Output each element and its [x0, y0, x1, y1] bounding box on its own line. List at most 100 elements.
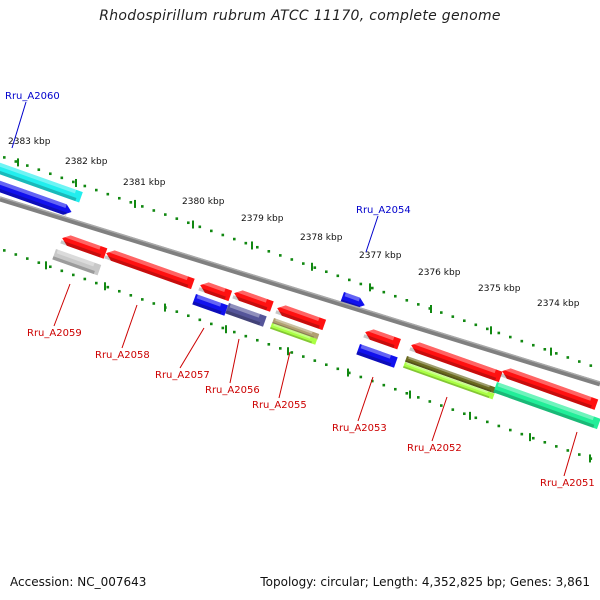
lower-tick — [290, 351, 294, 354]
gene-features — [0, 162, 600, 430]
lower-tick — [348, 371, 351, 375]
gene-Rru_A2059[interactable] — [52, 249, 102, 276]
gene-Rru_A2052-red[interactable] — [409, 340, 503, 383]
gene-label-Rru_A2051[interactable]: Rru_A2051 — [540, 478, 595, 489]
kbp-label: 2377 kbp — [359, 251, 402, 261]
gene-Rru_A2060[interactable] — [0, 180, 73, 217]
gene-callouts: Rru_A2060 Rru_A2054 Rru_A2059 Rru_A2058 Rru_… — [5, 91, 595, 489]
callout-line-Rru_A2060 — [11, 101, 27, 149]
upper-tick — [187, 221, 190, 225]
callout-line-Rru_A2055 — [278, 351, 291, 399]
gene-label-Rru_A2057[interactable]: Rru_A2057 — [155, 370, 210, 381]
upper-tick — [233, 237, 236, 241]
lower-tick — [83, 277, 87, 281]
gene-label-Rru_A2054[interactable]: Rru_A2054 — [356, 205, 411, 216]
upper-tick — [267, 250, 271, 253]
gene-red-d[interactable] — [363, 327, 401, 350]
gene-label-Rru_A2058[interactable]: Rru_A2058 — [95, 350, 150, 361]
upper-tick — [221, 233, 225, 237]
upper-tick — [555, 352, 558, 355]
upper-tick — [509, 335, 512, 339]
lower-tick — [474, 416, 478, 420]
upper-tick — [3, 156, 6, 159]
upper-tick — [313, 266, 317, 269]
upper-tick — [405, 299, 409, 302]
upper-tick — [141, 205, 144, 208]
upper-tick — [256, 245, 259, 249]
backbone-highlight — [0, 196, 600, 383]
gene-Rru_A2052[interactable] — [402, 362, 495, 400]
gene-Rru_A2053[interactable] — [356, 344, 398, 368]
upper-tick — [417, 303, 420, 306]
gene-Rru_A2056[interactable] — [225, 303, 267, 327]
upper-tick — [164, 213, 167, 216]
callout-line-Rru_A2056 — [229, 338, 240, 384]
lower-tick — [382, 383, 386, 387]
upper-tick — [49, 172, 52, 176]
gene-label-Rru_A2052[interactable]: Rru_A2052 — [407, 443, 462, 454]
callout-line-Rru_A2059 — [53, 283, 71, 327]
lower-tick — [486, 420, 489, 424]
lower-tick — [3, 249, 6, 252]
upper-tick — [72, 180, 75, 184]
upper-tick — [325, 270, 328, 274]
gene-red-e[interactable] — [500, 366, 599, 410]
gene-label-Rru_A2055[interactable]: Rru_A2055 — [252, 400, 307, 411]
gene-Rru_A2057[interactable] — [192, 294, 229, 316]
kbp-label: 2383 kbp — [8, 137, 51, 147]
gene-Rru_A2051[interactable] — [493, 382, 600, 430]
lower-tick — [520, 432, 524, 436]
gene-label-Rru_A2059[interactable]: Rru_A2059 — [27, 328, 82, 339]
lower-tick — [497, 424, 501, 428]
upper-tick — [532, 343, 535, 347]
gene-label-Rru_A2056[interactable]: Rru_A2056 — [205, 385, 260, 396]
upper-tick — [543, 347, 547, 351]
gene-label-Rru_A2060[interactable]: Rru_A2060 — [5, 91, 60, 102]
gene-Rru_A2055-red[interactable] — [275, 303, 327, 331]
upper-tick — [302, 262, 305, 265]
upper-tick — [566, 356, 570, 359]
gene-Rru_A2058[interactable] — [104, 248, 195, 290]
lower-tick — [267, 343, 271, 346]
lower-tick — [49, 265, 52, 269]
gene-Rru_A2052-olive[interactable] — [404, 356, 497, 394]
upper-tick — [394, 294, 397, 298]
lower-tick — [72, 273, 75, 277]
callout-line-Rru_A2052 — [431, 396, 448, 442]
lower-tick — [279, 347, 282, 350]
lower-tick — [543, 440, 547, 444]
accession-label: Accession: NC_007643 — [10, 575, 147, 589]
gene-cyan-forward[interactable] — [0, 162, 83, 203]
kbp-label: 2378 kbp — [300, 233, 343, 243]
gene-Rru_A2055[interactable] — [269, 323, 318, 345]
lower-tick — [95, 281, 98, 285]
upper-tick — [336, 274, 340, 278]
gene-label-Rru_A2053[interactable]: Rru_A2053 — [332, 423, 387, 434]
lower-tick — [371, 379, 374, 383]
lower-tick — [152, 302, 156, 305]
lower-tick — [141, 298, 144, 301]
lower-tick — [451, 408, 455, 411]
gene-red-b[interactable] — [198, 280, 233, 302]
lower-tick — [187, 314, 190, 318]
upper-tick — [463, 319, 466, 323]
upper-tick — [198, 225, 202, 229]
lower-tick — [60, 269, 64, 273]
upper-tick — [382, 290, 386, 294]
gene-red-a[interactable] — [60, 233, 108, 259]
lower-tick — [129, 294, 133, 297]
upper-tick — [83, 184, 87, 188]
lower-tick — [417, 396, 420, 399]
gene-red-c[interactable] — [232, 288, 274, 312]
upper-tick — [290, 258, 294, 261]
kbp-label: 2380 kbp — [182, 197, 225, 207]
kbp-label: 2381 kbp — [123, 178, 166, 188]
upper-tick — [359, 282, 363, 286]
lower-tick — [463, 412, 466, 416]
kbp-label: 2374 kbp — [537, 299, 580, 309]
upper-tick — [589, 364, 593, 367]
lower-tick — [566, 449, 570, 452]
upper-tick — [440, 311, 443, 314]
upper-tick — [497, 331, 501, 335]
